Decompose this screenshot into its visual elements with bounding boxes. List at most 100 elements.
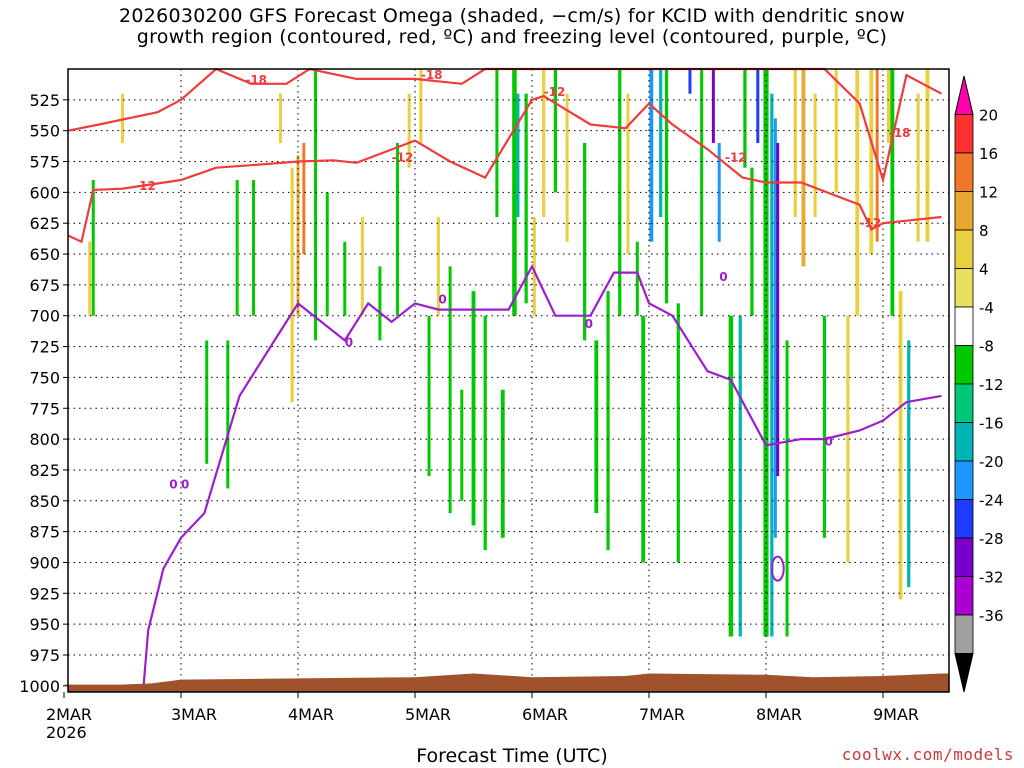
y-tick-label: 725 — [29, 338, 60, 357]
omega-shade-cell — [822, 315, 827, 538]
omega-shade-cell — [516, 93, 520, 218]
credit-text: coolwx.com/models — [841, 745, 1014, 764]
omega-shade-cell — [801, 69, 806, 267]
omega-shade-cell — [785, 340, 789, 637]
contour-label-purple: 0 — [719, 270, 727, 284]
omega-shade-cell — [205, 340, 209, 464]
contour-label-red: -12 — [544, 85, 566, 99]
omega-shade-cell — [235, 180, 239, 316]
contour-label-purple: 0 — [169, 477, 177, 491]
y-tick-label: 750 — [29, 368, 60, 387]
colorbar-label: -8 — [979, 338, 994, 356]
x-tick-sublabel-year: 2026 — [46, 723, 87, 742]
omega-shade-cell — [776, 143, 780, 477]
omega-shade-cell — [635, 241, 639, 316]
colorbar-swatch — [954, 191, 974, 231]
contour-label-purple: 0 — [825, 434, 833, 448]
omega-shade-cell — [278, 93, 282, 144]
omega-shade-cell — [495, 69, 499, 218]
omega-shade-cell — [395, 143, 399, 316]
omega-shading — [88, 69, 930, 637]
omega-shade-cell — [88, 241, 92, 316]
contour-label-purple: 0 — [438, 292, 446, 306]
colorbar-label: -12 — [979, 376, 1004, 394]
y-tick-label: 775 — [29, 399, 60, 418]
x-tick-label: 6MAR — [522, 705, 568, 724]
colorbar-swatch — [954, 114, 974, 154]
contour-label-purple: 0 — [585, 317, 593, 331]
colorbar-label: 12 — [979, 184, 998, 202]
colorbar-swatch — [954, 614, 974, 654]
y-tick-label: 675 — [29, 276, 60, 295]
y-tick-label: 1000 — [19, 677, 60, 696]
omega-shade-cell — [890, 69, 895, 316]
omega-shade-cell — [688, 69, 692, 94]
omega-shade-cell — [834, 69, 838, 193]
colorbar-swatch — [954, 152, 974, 192]
omega-shade-cell — [711, 69, 715, 144]
contour-label-red: -12 — [860, 216, 882, 230]
omega-shade-cell — [553, 69, 558, 193]
colorbar-label: -36 — [979, 607, 1004, 625]
y-tick-label: 875 — [29, 523, 60, 542]
contour-label-red: -12 — [392, 151, 414, 165]
contour-label-purple: 0 — [181, 477, 189, 491]
y-tick-label: 700 — [29, 307, 60, 326]
colorbar-label: 8 — [979, 222, 989, 240]
colorbar-label: -16 — [979, 415, 1004, 433]
omega-shade-cell — [846, 315, 850, 563]
colorbar-swatch — [954, 460, 974, 500]
omega-shade-cell — [290, 167, 294, 403]
y-tick-label: 800 — [29, 430, 60, 449]
omega-shade-cell — [436, 217, 440, 316]
chart-title-line-1: 2026030200 GFS Forecast Omega (shaded, −… — [118, 5, 906, 27]
omega-shade-cell — [343, 241, 347, 316]
colorbar-swatch — [954, 268, 974, 308]
omega-shade-cell — [583, 143, 587, 341]
omega-shade-cell — [813, 93, 817, 218]
y-tick-label: 950 — [29, 615, 60, 634]
omega-shade-cell — [793, 69, 797, 218]
omega-shade-cell — [500, 389, 505, 538]
omega-shade-cell — [773, 118, 777, 538]
y-tick-label: 625 — [29, 214, 60, 233]
y-tick-label: 600 — [29, 183, 60, 202]
omega-shade-cell — [618, 69, 622, 316]
chart-title: 2026030200 GFS Forecast Omega (shaded, −… — [0, 6, 1024, 48]
omega-shade-cell — [738, 315, 742, 637]
contour-label-red: -12 — [134, 179, 156, 193]
omega-shade-cell — [925, 69, 930, 242]
omega-shade-cell — [606, 291, 610, 551]
omega-shade-cell — [226, 340, 230, 489]
colorbar-swatch — [954, 383, 974, 423]
colorbar-label: 20 — [979, 107, 998, 125]
axes: 525 550 575 600 625 650 675 700 725 750 775 800 825 8… — [19, 91, 919, 742]
colorbar-label: 16 — [979, 145, 998, 163]
surface-terrain — [64, 673, 949, 692]
y-tick-label: 900 — [29, 553, 60, 572]
x-tick-label: 2MAR — [46, 705, 92, 724]
omega-shade-cell — [296, 155, 300, 316]
colorbar-label: -4 — [979, 299, 994, 317]
grid-lines — [68, 69, 949, 692]
omega-shade-cell — [676, 303, 680, 563]
colorbar-swatch — [954, 653, 974, 693]
x-tick-label: 8MAR — [756, 705, 802, 724]
contour-label-purple: 0 — [345, 336, 353, 350]
contour-label-red: -18 — [421, 68, 443, 82]
omega-shade-cell — [594, 340, 599, 514]
omega-shade-cell — [659, 69, 663, 218]
y-tick-label: 575 — [29, 153, 60, 172]
omega-shade-cell — [448, 266, 452, 514]
colorbar-swatch — [954, 537, 974, 577]
x-tick-label: 9MAR — [873, 705, 919, 724]
colorbar-swatch — [954, 499, 974, 539]
omega-shade-cell — [252, 180, 256, 316]
x-tick-label: 4MAR — [288, 705, 334, 724]
colorbar-label: -28 — [979, 530, 1004, 548]
y-tick-label: 850 — [29, 492, 60, 511]
colorbar-label: -20 — [979, 453, 1004, 471]
omega-shade-cell — [875, 69, 879, 242]
omega-shade-cell — [750, 167, 754, 316]
